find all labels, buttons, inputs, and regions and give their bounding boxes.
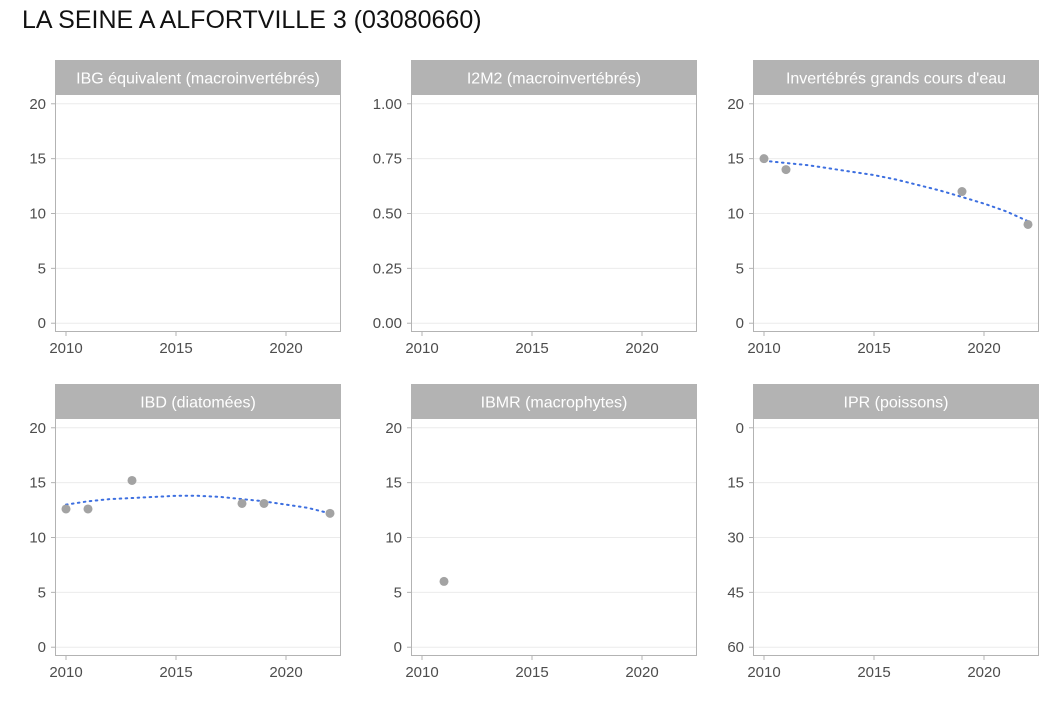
trend-line	[65, 494, 331, 515]
x-tick-label: 2020	[625, 340, 658, 357]
chart-panel: I2M2 (macroinvertébrés) 0.00 0.25 0.50 0.75 1…	[373, 60, 697, 357]
y-tick-label: 0	[394, 639, 402, 656]
y-tick-label: 45	[727, 584, 744, 601]
data-point	[325, 508, 335, 518]
panel-title: IBG équivalent (macroinvertébrés)	[76, 71, 320, 88]
data-point	[259, 498, 269, 508]
x-tick-label: 2020	[967, 340, 1000, 357]
y-tick-label: 20	[29, 420, 46, 437]
panel-title: IBD (diatomées)	[140, 395, 256, 412]
panel-strip	[55, 60, 341, 95]
data-point	[439, 576, 449, 586]
y-tick-label: 10	[727, 206, 744, 223]
trend-line	[763, 159, 1029, 223]
data-point	[237, 498, 247, 508]
panel-title: IBMR (macrophytes)	[481, 395, 628, 412]
data-point	[127, 475, 137, 485]
y-tick-label: 0.25	[373, 260, 402, 277]
y-tick-label: 15	[385, 475, 402, 492]
x-tick-label: 2010	[49, 664, 82, 681]
panel-strip	[55, 384, 341, 419]
y-tick-label: 0	[736, 315, 744, 332]
data-point	[759, 154, 769, 164]
y-tick-label: 0	[736, 420, 744, 437]
panel-strip	[753, 384, 1039, 419]
y-tick-label: 15	[727, 151, 744, 168]
data-point	[957, 187, 967, 197]
y-tick-label: 5	[38, 260, 46, 277]
y-tick-label: 20	[385, 420, 402, 437]
x-tick-label: 2010	[747, 340, 780, 357]
data-point	[83, 504, 93, 514]
x-tick-label: 2010	[747, 664, 780, 681]
y-tick-label: 10	[29, 206, 46, 223]
x-tick-label: 2015	[857, 664, 890, 681]
y-tick-label: 0	[38, 315, 46, 332]
panel-strip	[411, 384, 697, 419]
y-tick-label: 0	[38, 639, 46, 656]
data-point	[61, 504, 71, 514]
chart-panel: IBD (diatomées) 0 5 10 15 20 2010 2015 2020	[29, 384, 341, 681]
y-tick-label: 60	[727, 639, 744, 656]
panel-border	[55, 60, 341, 332]
panel-border	[753, 60, 1039, 332]
x-tick-label: 2015	[159, 664, 192, 681]
panel-strip	[753, 60, 1039, 95]
panel-border	[55, 384, 341, 656]
y-tick-label: 0.00	[373, 315, 402, 332]
x-tick-label: 2015	[515, 340, 548, 357]
panel-title: Invertébrés grands cours d'eau	[786, 71, 1006, 88]
y-tick-label: 5	[394, 584, 402, 601]
x-tick-label: 2010	[49, 340, 82, 357]
y-tick-label: 1.00	[373, 96, 402, 113]
x-tick-label: 2020	[269, 340, 302, 357]
y-tick-label: 0.75	[373, 151, 402, 168]
y-tick-label: 5	[736, 260, 744, 277]
chart-panel: IBG équivalent (macroinvertébrés) 0 5 10 15 2…	[29, 60, 341, 357]
x-tick-label: 2015	[857, 340, 890, 357]
x-tick-label: 2015	[159, 340, 192, 357]
x-tick-label: 2020	[625, 664, 658, 681]
panel-strip	[411, 60, 697, 95]
chart-panel: IBMR (macrophytes) 0 5 10 15 20 2010 2015 2020	[385, 384, 697, 681]
panel-border	[411, 384, 697, 656]
x-tick-label: 2010	[405, 340, 438, 357]
y-tick-label: 30	[727, 530, 744, 547]
data-point	[1023, 219, 1033, 229]
panel-title: IPR (poissons)	[844, 395, 949, 412]
y-tick-label: 5	[38, 584, 46, 601]
y-tick-label: 15	[727, 475, 744, 492]
x-tick-label: 2020	[967, 664, 1000, 681]
y-tick-label: 0.50	[373, 206, 402, 223]
y-tick-label: 20	[29, 96, 46, 113]
y-tick-label: 15	[29, 475, 46, 492]
panel-border	[411, 60, 697, 332]
y-tick-label: 10	[29, 530, 46, 547]
page-title: LA SEINE A ALFORTVILLE 3 (03080660)	[22, 6, 482, 34]
y-tick-label: 15	[29, 151, 46, 168]
x-tick-label: 2015	[515, 664, 548, 681]
data-point	[781, 165, 791, 175]
y-tick-label: 10	[385, 530, 402, 547]
chart-panel: Invertébrés grands cours d'eau0510152020…	[727, 60, 1039, 357]
y-tick-label: 20	[727, 96, 744, 113]
panel-title: I2M2 (macroinvertébrés)	[467, 71, 641, 88]
x-tick-label: 2020	[269, 664, 302, 681]
x-tick-label: 2010	[405, 664, 438, 681]
panel-border	[753, 384, 1039, 656]
